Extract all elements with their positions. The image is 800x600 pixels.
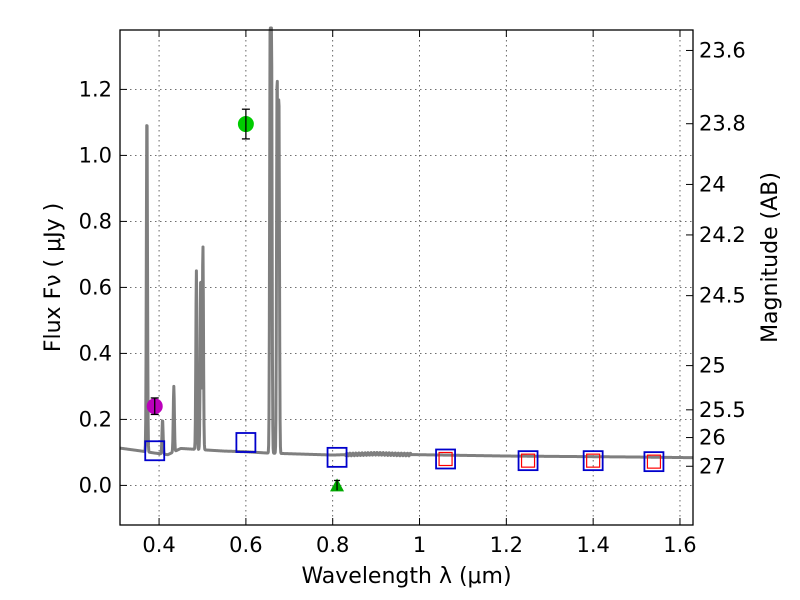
y2-axis-label: Magnitude (AB) xyxy=(758,172,783,343)
y2-tick-label: 24.5 xyxy=(699,284,746,308)
y2-tick-label: 26 xyxy=(699,426,726,450)
model-flux-square xyxy=(326,446,348,468)
x-tick-label: 1 xyxy=(413,533,426,557)
model-flux-square xyxy=(235,432,257,453)
y2-tick-label: 27 xyxy=(699,454,726,478)
data-markers xyxy=(144,108,665,492)
y-tick-label: 0.0 xyxy=(79,473,112,497)
y2-tick-label: 24 xyxy=(699,172,726,196)
grid xyxy=(120,30,693,525)
x-tick-label: 1.6 xyxy=(663,533,696,557)
y2-tick-label: 24.2 xyxy=(699,223,746,247)
observed-flux-square xyxy=(438,451,453,467)
x-tick-label: 0.6 xyxy=(229,533,262,557)
y-tick-label: 0.8 xyxy=(79,209,112,233)
model-flux-square xyxy=(582,450,604,472)
y2-tick-label: 23.8 xyxy=(699,112,746,136)
x-tick-label: 0.4 xyxy=(142,533,175,557)
y-tick-label: 1.2 xyxy=(79,77,112,101)
observed-flux-square xyxy=(586,453,601,468)
model-flux-square xyxy=(517,450,539,472)
y-tick-label: 0.4 xyxy=(79,341,112,365)
model-flux-square xyxy=(643,451,665,473)
sed-model xyxy=(118,26,695,460)
axis-ticks: 0.4 0.6 0.8 1 1.2 1.4 1.6 0.0 0.2 0.4 0.6 0.8 1.0 1.2… xyxy=(79,30,746,557)
observed-flux-square xyxy=(646,454,662,469)
x-axis-label: Wavelength λ (μm) xyxy=(301,564,511,589)
x-tick-label: 0.8 xyxy=(316,533,349,557)
sed-spectrum-line xyxy=(118,26,695,460)
y-tick-label: 0.2 xyxy=(79,407,112,431)
y2-tick-label: 23.6 xyxy=(699,38,746,62)
observed-flux-square xyxy=(520,453,536,468)
y2-tick-label: 25.5 xyxy=(699,398,746,422)
model-flux-square xyxy=(144,440,166,462)
y2-tick-label: 25 xyxy=(699,354,726,378)
y-tick-label: 1.0 xyxy=(79,143,112,167)
model-flux-square xyxy=(435,448,456,470)
y-axis-label: Flux Fν ( μJy ) xyxy=(41,203,66,352)
plot-frame xyxy=(119,29,694,526)
x-tick-label: 1.4 xyxy=(576,533,609,557)
x-tick-label: 1.2 xyxy=(490,533,523,557)
y-tick-label: 0.6 xyxy=(79,275,112,299)
